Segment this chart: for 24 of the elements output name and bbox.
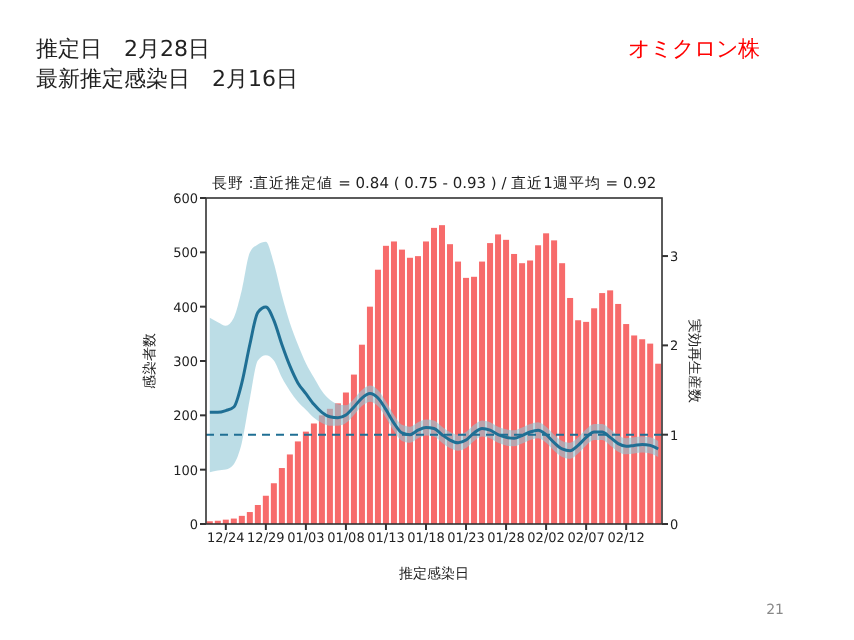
text: 最新推定感染日 2月16日 <box>36 66 298 92</box>
text: 推定日 2月28日 <box>36 36 210 62</box>
text: オミクロン株 <box>628 36 760 62</box>
bar <box>318 415 325 524</box>
bar <box>246 512 253 524</box>
bar <box>382 245 389 524</box>
bar <box>551 240 558 524</box>
bar <box>254 504 261 524</box>
bar <box>647 343 654 524</box>
bar <box>503 239 510 524</box>
bar <box>302 431 309 524</box>
bar <box>310 423 317 524</box>
bar <box>495 234 502 524</box>
bar <box>406 257 413 524</box>
bar <box>439 225 446 524</box>
bar <box>639 339 646 524</box>
line-series <box>208 305 660 453</box>
bar <box>599 293 606 524</box>
bar <box>431 227 437 524</box>
bar <box>390 241 397 524</box>
bar <box>398 249 405 524</box>
bar <box>543 233 550 524</box>
bar <box>326 408 333 524</box>
bar <box>607 290 614 524</box>
